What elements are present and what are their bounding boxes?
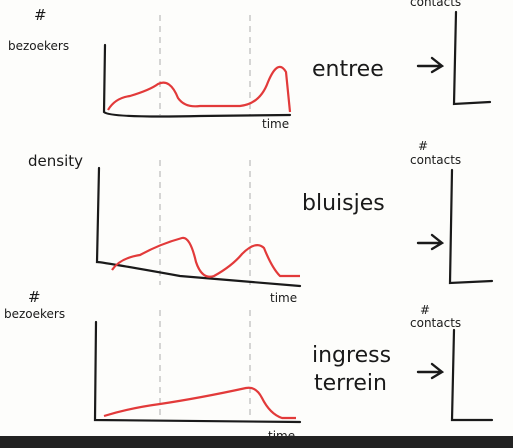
x-label: time <box>270 291 297 305</box>
row-name: ingress <box>312 343 391 368</box>
axes <box>102 43 292 118</box>
y-label: density <box>28 152 83 170</box>
result-axes <box>450 328 494 422</box>
y-label-hash: # <box>28 288 41 306</box>
row-name: terrein <box>314 371 387 396</box>
row-bluisjes: density time bluisjes # contacts <box>28 139 494 305</box>
row-ingress: # bezoekers time ingress terrein # conta… <box>4 288 494 443</box>
curve <box>111 236 300 278</box>
result-axes <box>452 10 492 106</box>
bottom-edge <box>0 436 513 448</box>
x-label: time <box>262 117 289 131</box>
row-name: entree <box>312 57 384 82</box>
row-name: bluisjes <box>302 191 385 216</box>
result-label-hash: # <box>418 139 428 153</box>
result-label: contacts <box>410 0 461 9</box>
y-label: bezoekers <box>8 39 69 53</box>
arrow <box>416 362 445 380</box>
curve <box>107 65 292 113</box>
y-label-hash: # <box>34 6 47 24</box>
row-entree: # bezoekers time entree contacts <box>8 0 492 131</box>
result-label-hash: # <box>420 303 430 317</box>
axes <box>93 320 302 424</box>
axes <box>95 166 302 288</box>
result-label: contacts <box>410 316 461 330</box>
arrow <box>416 56 445 74</box>
curve <box>103 386 296 420</box>
arrow <box>416 233 445 251</box>
result-axes <box>448 168 494 285</box>
y-label: bezoekers <box>4 307 65 321</box>
result-label: contacts <box>410 153 461 167</box>
